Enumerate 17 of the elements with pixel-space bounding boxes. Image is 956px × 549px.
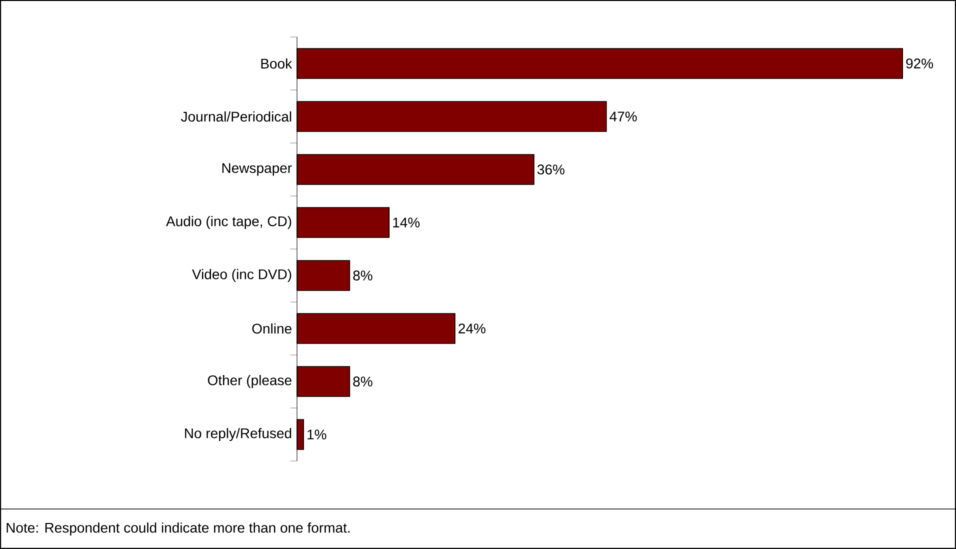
data-label: 1% (308, 430, 326, 440)
data-label: 24% (458, 324, 486, 334)
y-tick-label: Journal/Periodical (181, 111, 292, 122)
text: Note: Respondent could indicate more than one format. (6, 522, 350, 536)
data-label: 47% (610, 112, 637, 122)
y-tick-label: No reply/Refused (185, 428, 292, 442)
y-tick-label: Newspaper (222, 163, 292, 176)
data-label: 92% (906, 58, 934, 68)
y-tick-label: Video (inc DVD) (192, 268, 292, 282)
data-label: 8% (353, 270, 372, 280)
data-label: 36% (537, 164, 564, 174)
data-label: 8% (353, 376, 372, 386)
data-label: 14% (393, 218, 420, 228)
y-tick-label: Online (252, 323, 292, 334)
y-tick-label: Audio (inc tape, CD) (166, 216, 292, 230)
y-tick-label: Book (261, 58, 292, 69)
y-tick-label: Other (please (208, 374, 292, 388)
